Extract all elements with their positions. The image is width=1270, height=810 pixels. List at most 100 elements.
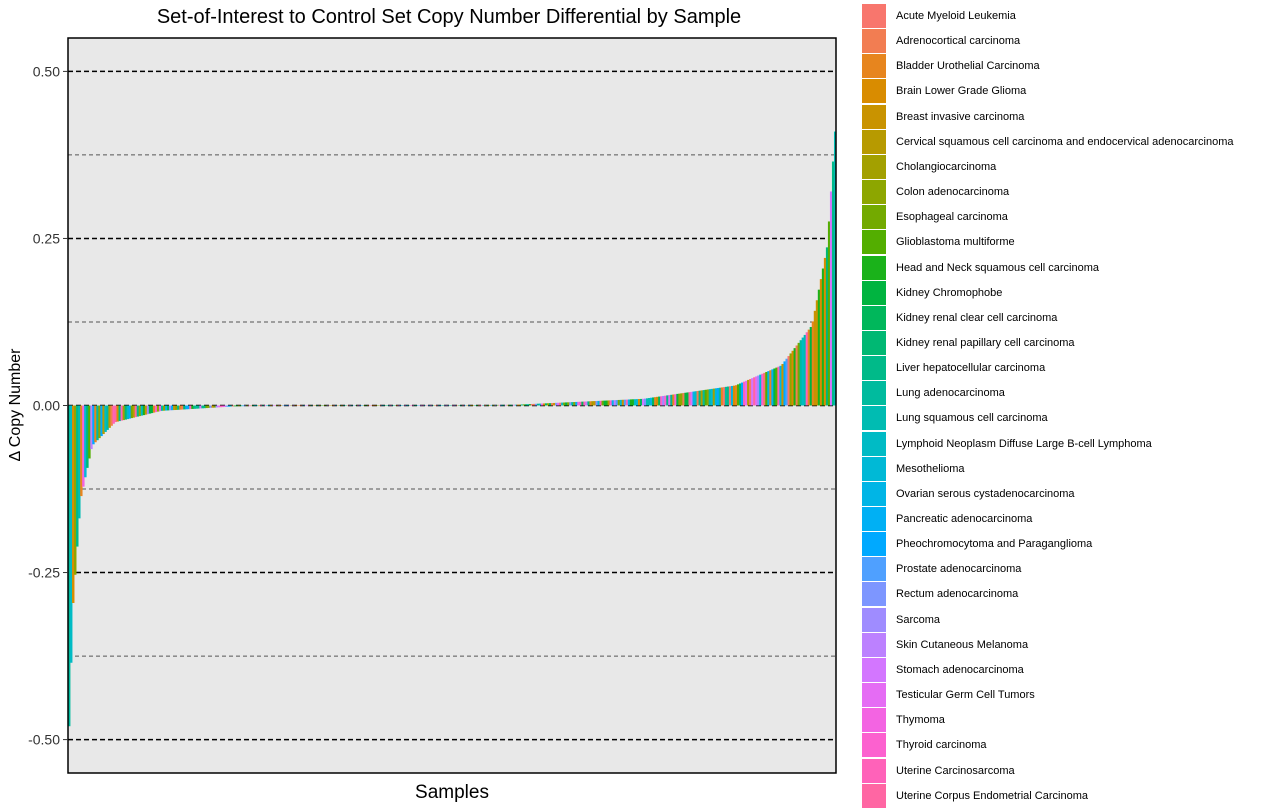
sample-bar	[571, 402, 574, 406]
sample-bar	[211, 405, 214, 408]
sample-bar	[700, 390, 704, 406]
legend-swatch	[862, 657, 886, 682]
sample-bar	[627, 399, 631, 406]
sample-bar	[80, 405, 83, 497]
sample-bar	[664, 395, 667, 406]
legend-swatch	[862, 632, 886, 657]
sample-bar	[646, 398, 649, 406]
sample-bar	[595, 400, 598, 406]
sample-bar	[549, 403, 552, 406]
legend-item: Pancreatic adenocarcinoma	[862, 507, 1262, 532]
sample-bar	[76, 405, 79, 547]
sample-bar	[710, 388, 714, 406]
sample-bar	[130, 405, 134, 419]
sample-bar	[789, 353, 792, 406]
sample-bar	[801, 337, 805, 406]
sample-bar	[650, 397, 653, 406]
sample-bar	[197, 405, 200, 409]
legend-swatch	[862, 180, 886, 205]
legend-swatch	[862, 456, 886, 481]
sample-bar	[613, 400, 617, 406]
legend-item: Thyroid carcinoma	[862, 733, 1262, 758]
sample-bar	[207, 405, 210, 408]
sample-bar	[233, 405, 237, 407]
legend-label: Rectum adenocarcinoma	[896, 588, 1019, 601]
sample-bar	[680, 393, 683, 406]
legend-item: Bladder Urothelial Carcinoma	[862, 54, 1262, 79]
sample-bar	[629, 399, 633, 406]
legend-label: Brain Lower Grade Glioma	[896, 85, 1027, 98]
sample-bar	[577, 401, 580, 406]
sample-bar	[734, 385, 738, 406]
sample-bar	[563, 402, 566, 406]
sample-bar	[98, 405, 101, 439]
legend-label: Glioblastoma multiforme	[896, 236, 1015, 249]
sample-bar	[617, 399, 621, 406]
sample-bar	[209, 405, 212, 408]
sample-bar	[732, 385, 736, 406]
legend-swatch	[862, 507, 886, 531]
sample-bar	[779, 365, 782, 406]
legend-item: Uterine Corpus Endometrial Carcinoma	[862, 783, 1262, 809]
legend-label: Prostate adenocarcinoma	[896, 563, 1022, 576]
sample-bar	[827, 221, 831, 406]
sample-bar	[551, 403, 554, 406]
sample-bar	[514, 404, 518, 406]
sample-bar	[819, 279, 823, 406]
legend-swatch	[862, 129, 886, 154]
sample-bar	[579, 401, 582, 406]
sample-bar	[813, 310, 817, 406]
sample-bar	[631, 399, 635, 406]
legend-item: Kidney Chromophobe	[862, 280, 1262, 306]
sample-bar	[833, 131, 837, 406]
legend-item: Kidney renal papillary cell carcinoma	[862, 330, 1262, 356]
sample-bar	[712, 388, 716, 406]
sample-bar	[783, 361, 786, 406]
sample-bar	[686, 392, 689, 406]
sample-bar	[96, 405, 99, 441]
sample-bar	[70, 405, 73, 663]
sample-bar	[239, 405, 243, 407]
sample-bar	[179, 405, 182, 410]
sample-bar	[825, 247, 829, 406]
sample-bar	[199, 405, 202, 409]
sample-bar	[611, 400, 615, 406]
sample-bar	[203, 405, 206, 409]
sample-bar	[177, 405, 180, 410]
legend-swatch	[862, 406, 886, 431]
sample-bar	[743, 381, 746, 406]
sample-bar	[765, 371, 768, 406]
sample-bar	[490, 404, 493, 406]
sample-bar	[688, 392, 691, 406]
sample-bar	[623, 399, 627, 406]
legend-swatch	[862, 683, 886, 708]
sample-bar	[599, 400, 602, 406]
sample-bar	[247, 405, 251, 407]
sample-bar	[154, 405, 158, 413]
legend-swatch	[862, 4, 886, 28]
sample-bar	[597, 400, 600, 406]
sample-bar	[692, 391, 695, 406]
sample-bar	[797, 342, 801, 406]
legend-item: Brain Lower Grade Glioma	[862, 79, 1262, 104]
sample-bar	[821, 268, 825, 406]
sample-bar	[615, 400, 619, 406]
legend-label: Liver hepatocellular carcinoma	[896, 362, 1046, 375]
sample-bar	[569, 402, 572, 406]
legend-item: Testicular Germ Cell Tumors	[862, 683, 1262, 708]
sample-bar	[741, 382, 744, 406]
sample-bar	[128, 405, 132, 419]
sample-bar	[807, 329, 811, 406]
sample-bar	[706, 389, 710, 406]
legend-label: Lung squamous cell carcinoma	[896, 412, 1048, 425]
legend-swatch	[862, 708, 886, 733]
sample-bar	[84, 405, 87, 478]
legend-label: Esophageal carcinoma	[896, 211, 1008, 224]
sample-bar	[690, 391, 693, 406]
sample-bar	[805, 332, 809, 406]
sample-bar	[652, 397, 655, 406]
legend-label: Colon adenocarcinoma	[896, 186, 1010, 199]
legend-swatch	[862, 532, 886, 557]
sample-bar	[496, 404, 499, 406]
legend-item: Glioblastoma multiforme	[862, 230, 1262, 255]
